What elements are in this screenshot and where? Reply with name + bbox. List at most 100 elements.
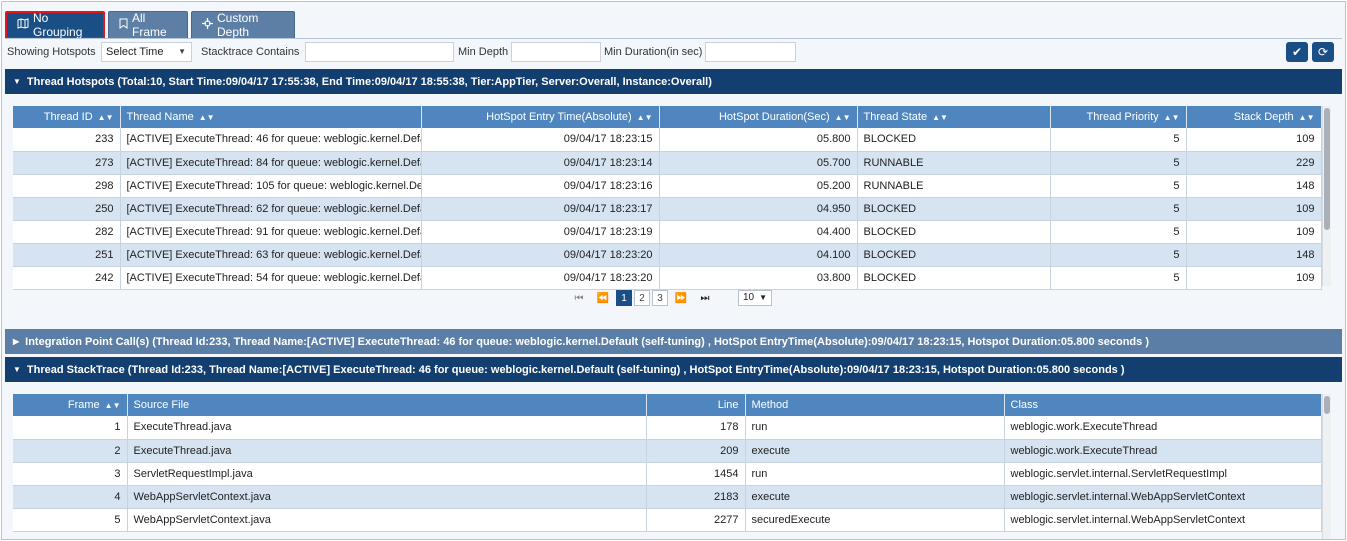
thread-stacktrace-header[interactable]: ▼ Thread StackTrace (Thread Id:233, Thre…	[5, 357, 1342, 382]
line-cell: 1454	[646, 462, 746, 486]
thread-state-cell: RUNNABLE	[857, 174, 1051, 198]
grouping-tabs: No Grouping All Frame Custom Depth	[5, 11, 295, 39]
min-depth-input[interactable]	[511, 42, 601, 62]
duration-link[interactable]: 05.800	[659, 128, 858, 152]
table-row[interactable]: 250 [ACTIVE] ExecuteThread: 62 for queue…	[13, 197, 1322, 221]
table-row[interactable]: 233 [ACTIVE] ExecuteThread: 46 for queue…	[13, 128, 1322, 152]
thread-name-cell: [ACTIVE] ExecuteThread: 54 for queue: we…	[120, 266, 422, 290]
duration-link[interactable]: 04.400	[659, 220, 858, 244]
thread-id-link[interactable]: 242	[13, 266, 121, 290]
page-2-button[interactable]: 2	[634, 290, 650, 306]
table-row[interactable]: 1 ExecuteThread.java 178 run weblogic.wo…	[13, 416, 1322, 440]
column-label: Thread ID	[43, 111, 93, 123]
scrollbar-thumb[interactable]	[1324, 396, 1330, 414]
thread-id-link[interactable]: 273	[13, 151, 121, 175]
page-1-button[interactable]: 1	[616, 290, 632, 306]
thread-id-link[interactable]: 233	[13, 128, 121, 152]
tab-no-grouping[interactable]: No Grouping	[5, 11, 105, 39]
class-cell: weblogic.servlet.internal.WebAppServletC…	[1004, 508, 1322, 532]
table-row[interactable]: 251 [ACTIVE] ExecuteThread: 63 for queue…	[13, 243, 1322, 267]
table-row[interactable]: 3 ServletRequestImpl.java 1454 run weblo…	[13, 462, 1322, 486]
prev-page-icon: ⏪	[596, 292, 610, 304]
column-frame[interactable]: Frame ▲▼	[13, 394, 128, 416]
thread-state-cell: BLOCKED	[857, 266, 1051, 290]
frame-cell: 4	[13, 485, 128, 509]
priority-cell: 5	[1050, 174, 1187, 198]
stack-depth-cell: 109	[1186, 197, 1322, 221]
column-duration[interactable]: HotSpot Duration(Sec) ▲▼	[659, 106, 858, 128]
sort-icon: ▲▼	[1163, 113, 1180, 122]
first-page-button[interactable]: ⏮	[568, 290, 590, 306]
line-cell: 2277	[646, 508, 746, 532]
tab-all-frame[interactable]: All Frame	[108, 11, 188, 39]
duration-link[interactable]: 03.800	[659, 266, 858, 290]
frame-cell: 1	[13, 416, 128, 440]
tab-label: All Frame	[132, 11, 167, 39]
thread-id-link[interactable]: 251	[13, 243, 121, 267]
page-3-button[interactable]: 3	[652, 290, 668, 306]
thread-state-cell: BLOCKED	[857, 197, 1051, 221]
time-select[interactable]: Select Time ▼	[101, 42, 192, 62]
entry-time-cell: 09/04/17 18:23:20	[421, 243, 660, 267]
hotspots-scrollbar[interactable]	[1322, 106, 1331, 286]
table-row[interactable]: 273 [ACTIVE] ExecuteThread: 84 for queue…	[13, 151, 1322, 175]
column-entry-time[interactable]: HotSpot Entry Time(Absolute) ▲▼	[421, 106, 660, 128]
column-thread-state[interactable]: Thread State ▲▼	[857, 106, 1051, 128]
source-file-cell: ExecuteThread.java	[127, 439, 647, 463]
method-cell: execute	[745, 485, 1005, 509]
stacktrace-scrollbar[interactable]	[1322, 394, 1331, 539]
thread-state-cell: BLOCKED	[857, 128, 1051, 152]
min-duration-input[interactable]	[705, 42, 796, 62]
duration-link[interactable]: 04.100	[659, 243, 858, 267]
duration-link[interactable]: 05.700	[659, 151, 858, 175]
source-file-cell: ExecuteThread.java	[127, 416, 647, 440]
prev-page-button[interactable]: ⏪	[592, 290, 614, 306]
thread-id-link[interactable]: 298	[13, 174, 121, 198]
column-label: Thread Name	[126, 111, 194, 123]
next-page-button[interactable]: ⏩	[670, 290, 692, 306]
last-page-button[interactable]: ⏭	[694, 290, 716, 306]
table-row[interactable]: 282 [ACTIVE] ExecuteThread: 91 for queue…	[13, 220, 1322, 244]
thread-id-link[interactable]: 282	[13, 220, 121, 244]
source-file-cell: WebAppServletContext.java	[127, 485, 647, 509]
table-row[interactable]: 2 ExecuteThread.java 209 execute weblogi…	[13, 439, 1322, 463]
method-cell: execute	[745, 439, 1005, 463]
column-stack-depth[interactable]: Stack Depth ▲▼	[1186, 106, 1322, 128]
table-row[interactable]: 4 WebAppServletContext.java 2183 execute…	[13, 485, 1322, 509]
stack-depth-cell: 148	[1186, 243, 1322, 267]
stack-depth-cell: 109	[1186, 220, 1322, 244]
column-method[interactable]: Method	[745, 394, 1005, 416]
column-label: Thread Priority	[1086, 111, 1159, 123]
stacktrace-contains-input[interactable]	[305, 42, 454, 62]
bookmark-icon	[119, 18, 128, 32]
column-class[interactable]: Class	[1004, 394, 1322, 416]
column-thread-name[interactable]: Thread Name ▲▼	[120, 106, 422, 128]
integration-point-header[interactable]: ▶ Integration Point Call(s) (Thread Id:2…	[5, 329, 1342, 354]
scrollbar-thumb[interactable]	[1324, 108, 1330, 230]
tab-custom-depth[interactable]: Custom Depth	[191, 11, 295, 39]
frame-cell: 2	[13, 439, 128, 463]
thread-hotspots-header[interactable]: ▼ Thread Hotspots (Total:10, Start Time:…	[5, 69, 1342, 94]
column-thread-id[interactable]: Thread ID ▲▼	[13, 106, 121, 128]
crosshair-icon	[202, 18, 213, 32]
table-row[interactable]: 298 [ACTIVE] ExecuteThread: 105 for queu…	[13, 174, 1322, 198]
method-cell: securedExecute	[745, 508, 1005, 532]
sort-icon: ▲▼	[104, 401, 121, 410]
column-thread-priority[interactable]: Thread Priority ▲▼	[1050, 106, 1187, 128]
first-page-icon: ⏮	[574, 292, 584, 304]
duration-link[interactable]: 04.950	[659, 197, 858, 221]
tab-label: Custom Depth	[217, 11, 259, 39]
refresh-button[interactable]: ⟳	[1312, 42, 1334, 62]
thread-id-link[interactable]: 250	[13, 197, 121, 221]
entry-time-cell: 09/04/17 18:23:14	[421, 151, 660, 175]
duration-link[interactable]: 05.200	[659, 174, 858, 198]
check-icon: ✔	[1291, 45, 1303, 59]
caret-down-icon: ▼	[13, 365, 21, 374]
page-size-select[interactable]: 10 ▼	[738, 290, 772, 306]
last-page-icon: ⏭	[700, 292, 710, 304]
column-line[interactable]: Line	[646, 394, 746, 416]
apply-button[interactable]: ✔	[1286, 42, 1308, 62]
column-source-file[interactable]: Source File	[127, 394, 647, 416]
table-row[interactable]: 242 [ACTIVE] ExecuteThread: 54 for queue…	[13, 266, 1322, 290]
table-row[interactable]: 5 WebAppServletContext.java 2277 secured…	[13, 508, 1322, 532]
